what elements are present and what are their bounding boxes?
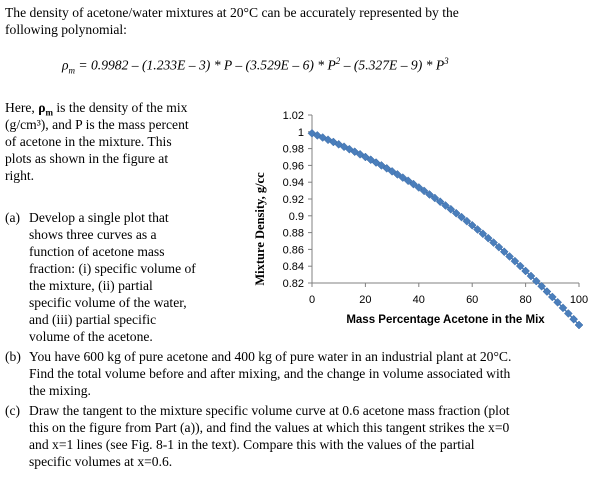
x-axis-title: Mass Percentage Acetone in the Mix: [346, 314, 545, 326]
explanation-line-5: right.: [5, 168, 35, 183]
data-point: [553, 297, 562, 307]
y-tick-label: 0.86: [283, 244, 304, 256]
formula-lhs: ρ: [62, 57, 69, 73]
density-polynomial: ρm = 0.9982 – (1.233E – 3) * P – (3.529E…: [62, 56, 449, 75]
x-tick-label: 20: [359, 294, 371, 306]
part-c-line-2: this on the figure from Part (a)), and f…: [29, 420, 510, 435]
data-point: [558, 303, 568, 313]
data-point: [419, 186, 429, 196]
data-point: [467, 220, 477, 230]
data-point: [387, 167, 397, 176]
data-point: [542, 287, 552, 296]
data-point: [446, 204, 456, 214]
explanation-line-4: plots as shown in the figure at: [5, 151, 169, 166]
explanation-line-2: (g/cm³), and P is the mass percent: [5, 117, 189, 132]
x-tick-label: 60: [466, 294, 478, 306]
data-point: [425, 190, 434, 199]
data-point: [478, 229, 488, 239]
part-b-line-3: the mixing.: [29, 383, 91, 398]
data-point: [435, 197, 445, 207]
part-a-label: (a): [5, 210, 21, 225]
part-a-line-2: shows three curves as a: [29, 227, 157, 242]
part-a: (a) Develop a single plot that shows thr…: [5, 209, 245, 344]
part-c-line-1: Draw the tangent to the mixture specific…: [29, 403, 510, 418]
y-tick-label: 0.96: [283, 160, 304, 172]
y-tick-label: 1.02: [283, 110, 304, 122]
data-point: [526, 271, 536, 281]
part-a-line-1: Develop a single plot that: [29, 210, 169, 225]
part-c-line-4: specific volumes at x=0.6.: [29, 454, 173, 469]
part-b-label: (b): [5, 349, 21, 364]
part-b-line-1: You have 600 kg of pure acetone and 400 …: [29, 349, 512, 364]
data-point: [574, 320, 584, 330]
formula-lhs-sub: m: [68, 65, 76, 76]
data-point: [451, 208, 461, 218]
data-point: [531, 276, 541, 286]
y-tick-label: 0.88: [283, 228, 304, 240]
part-a-line-4: fraction: (i) specific volume of: [29, 261, 196, 276]
part-b: (b) You have 600 kg of pure acetone and …: [5, 348, 605, 398]
data-point: [510, 256, 520, 266]
intro-line-2: following polynomial:: [5, 22, 127, 37]
density-series-line: [311, 132, 580, 326]
part-a-line-5: the mixture, (ii) partial: [29, 278, 153, 293]
data-point: [521, 266, 530, 276]
data-point: [457, 212, 466, 222]
y-tick-label: 0.98: [283, 144, 304, 156]
part-a-line-6: specific volume of the water,: [29, 295, 187, 310]
data-point: [414, 183, 424, 192]
part-a-line-3: function of acetone mass: [29, 244, 165, 259]
x-tick-label: 0: [309, 294, 315, 306]
part-b-line-2: Find the total volume before and after m…: [29, 366, 511, 381]
explanation-text: is the density of the mix: [53, 100, 188, 115]
explanation-line-3: of acetone in the mixture. This: [5, 134, 172, 149]
x-tick-label: 80: [519, 294, 531, 306]
part-a-line-8: volume of the acetone.: [29, 329, 153, 344]
data-point: [393, 170, 402, 179]
part-c: (c) Draw the tangent to the mixture spec…: [5, 402, 605, 469]
y-axis-title: Mixture Density, g/cc: [253, 172, 267, 286]
data-point: [489, 238, 498, 247]
part-c-label: (c): [5, 403, 21, 418]
data-point: [409, 179, 418, 189]
rho-symbol: ρ: [38, 100, 46, 115]
part-c-line-3: and x=1 lines (see Fig. 8-1 in the text)…: [29, 437, 475, 452]
formula-rhs-b: – (5.327E – 9) * P: [340, 57, 445, 73]
data-point: [563, 309, 573, 318]
data-point: [547, 292, 557, 302]
part-a-line-7: and (iii) partial specific: [29, 312, 157, 327]
formula-sup-2: 3: [444, 56, 449, 66]
x-tick-label: 100: [570, 294, 588, 306]
data-point: [505, 252, 514, 261]
x-tick-label: 40: [413, 294, 425, 306]
data-point: [569, 314, 579, 324]
data-point: [515, 261, 525, 271]
density-chart: 0.82 0.84 0.86 0.88 0.9 0.92 0.94 0.96 0.98 1 1.02…: [253, 110, 588, 330]
data-point: [382, 163, 392, 173]
data-point: [462, 216, 472, 226]
formula-sup-1: 2: [335, 56, 341, 66]
y-tick-label: 0.92: [283, 194, 304, 206]
y-tick-label: 1: [298, 127, 304, 139]
explanation-text: Here,: [5, 100, 39, 115]
data-point: [430, 193, 440, 203]
data-point: [537, 281, 546, 291]
y-tick-label: 0.84: [283, 261, 304, 273]
data-point: [366, 155, 376, 165]
y-tick-label: 0.9: [289, 211, 304, 223]
data-point: [473, 225, 482, 234]
data-point: [441, 201, 450, 210]
formula-rhs-a: = 0.9982 – (1.233E – 3) * P – (3.529E – …: [75, 57, 336, 73]
data-point: [494, 242, 504, 252]
y-tick-label: 0.82: [283, 278, 304, 290]
rho-subscript: m: [45, 107, 54, 118]
intro-line-1: The density of acetone/water mixtures at…: [5, 5, 459, 20]
data-point: [403, 176, 413, 186]
y-tick-label: 0.94: [283, 177, 304, 189]
explanation-line-1: Here, ρm is the density of the mix: [5, 99, 187, 122]
data-point: [499, 247, 509, 257]
data-point: [398, 173, 408, 182]
data-point: [483, 233, 493, 243]
